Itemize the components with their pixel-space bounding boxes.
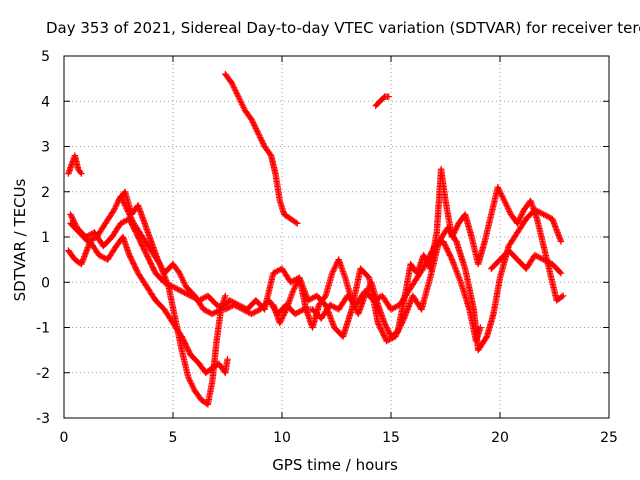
data-point-markers (222, 70, 301, 227)
y-tick-label: -3 (36, 411, 50, 427)
x-tick-label: 5 (169, 430, 178, 446)
data-points (65, 70, 567, 408)
x-tick-label: 20 (491, 430, 509, 446)
chart-title: Day 353 of 2021, Sidereal Day-to-day VTE… (46, 19, 640, 37)
data-point-markers (488, 247, 565, 277)
series-track-9 (65, 152, 85, 177)
y-tick-label: 5 (41, 49, 50, 65)
y-axis-label: SDTVAR / TECUs (11, 178, 29, 302)
data-point-markers (372, 93, 392, 109)
data-point-markers (115, 188, 565, 354)
series-track-3 (67, 211, 484, 345)
series-track-6 (488, 247, 565, 277)
series-track-5 (270, 165, 567, 340)
y-tick-label: 1 (41, 230, 50, 246)
data-point-markers (270, 165, 567, 340)
series-track-7 (222, 70, 301, 227)
x-tick-label: 25 (600, 430, 618, 446)
series-track-2 (67, 193, 229, 408)
series-track-8 (372, 93, 392, 109)
data-point-markers (67, 211, 484, 345)
data-point-markers (65, 152, 85, 177)
y-tick-label: 3 (41, 140, 50, 156)
y-tick-label: -1 (36, 321, 50, 337)
y-tick-label: 2 (41, 185, 50, 201)
data-point-markers (67, 193, 229, 408)
grid-lines (64, 56, 609, 418)
x-tick-label: 0 (60, 430, 69, 446)
y-tick-label: -2 (36, 366, 50, 382)
y-tick-label: 4 (41, 94, 50, 110)
y-tick-label: 0 (41, 275, 50, 291)
series-track-4 (115, 188, 565, 354)
x-tick-label: 10 (273, 430, 291, 446)
x-axis-label: GPS time / hours (272, 456, 398, 474)
axis-ticks: 0 5 10 15 20 25 -3 -2 -1 0 1 2 3 4 5 (36, 49, 618, 446)
x-tick-label: 15 (382, 430, 400, 446)
